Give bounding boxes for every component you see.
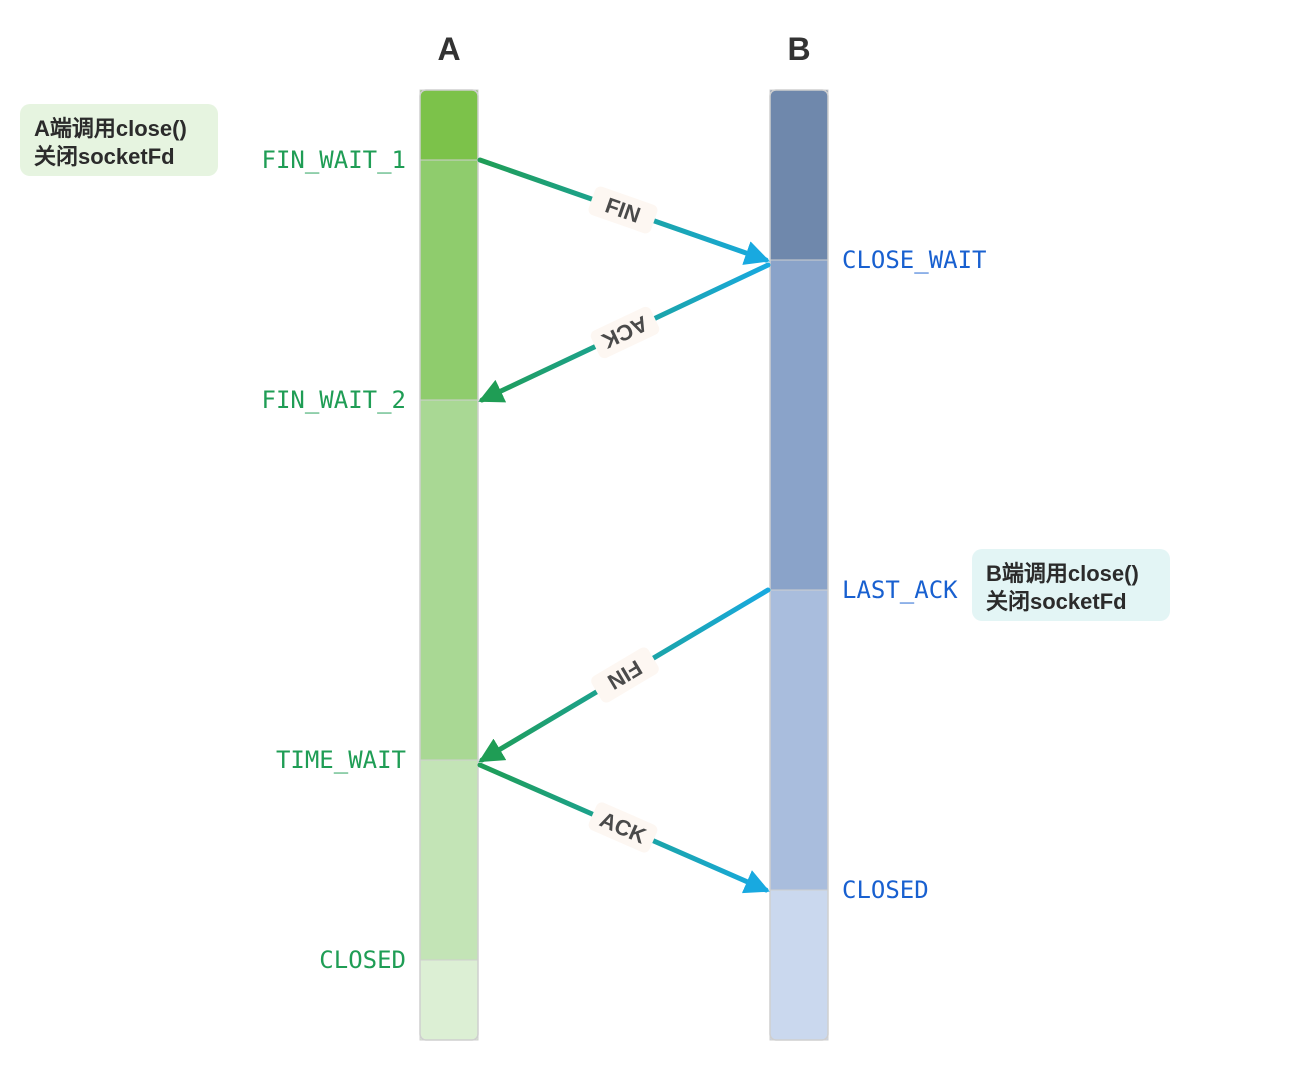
state-b-1: LAST_ACK	[842, 576, 958, 604]
state-a-0: FIN_WAIT_1	[262, 146, 407, 174]
message-label-group-1: ACK	[589, 305, 661, 360]
note-0-line-1: 关闭socketFd	[34, 144, 175, 169]
state-b-0: CLOSE_WAIT	[842, 246, 987, 274]
note-0-line-0: A端调用close()	[34, 116, 187, 141]
column-header-a: A	[437, 31, 460, 67]
bar-b-segment-2	[770, 590, 828, 890]
bar-a-segment-2	[420, 400, 478, 760]
bar-b-segment-0	[770, 90, 828, 260]
bar-a-segment-1	[420, 160, 478, 400]
note-1-line-1: 关闭socketFd	[986, 589, 1127, 614]
state-a-1: FIN_WAIT_2	[262, 386, 407, 414]
message-label-group-2: FIN	[589, 645, 661, 705]
bar-a-segment-4	[420, 960, 478, 1040]
state-a-3: CLOSED	[319, 946, 406, 974]
column-header-b: B	[787, 31, 810, 67]
message-label-group-3: ACK	[587, 801, 659, 855]
state-b-2: CLOSED	[842, 876, 929, 904]
message-label-group-0: FIN	[587, 185, 659, 235]
state-a-2: TIME_WAIT	[276, 746, 406, 774]
bar-a-segment-0	[420, 90, 478, 160]
bar-b-segment-1	[770, 260, 828, 590]
note-1-line-0: B端调用close()	[986, 561, 1139, 586]
tcp-close-sequence-diagram: A B FIN ACK FIN ACK FIN_WAIT_1 FIN_WAIT_2 TIME_W…	[0, 0, 1308, 1076]
bar-a-segment-3	[420, 760, 478, 960]
bar-b-segment-3	[770, 890, 828, 1040]
